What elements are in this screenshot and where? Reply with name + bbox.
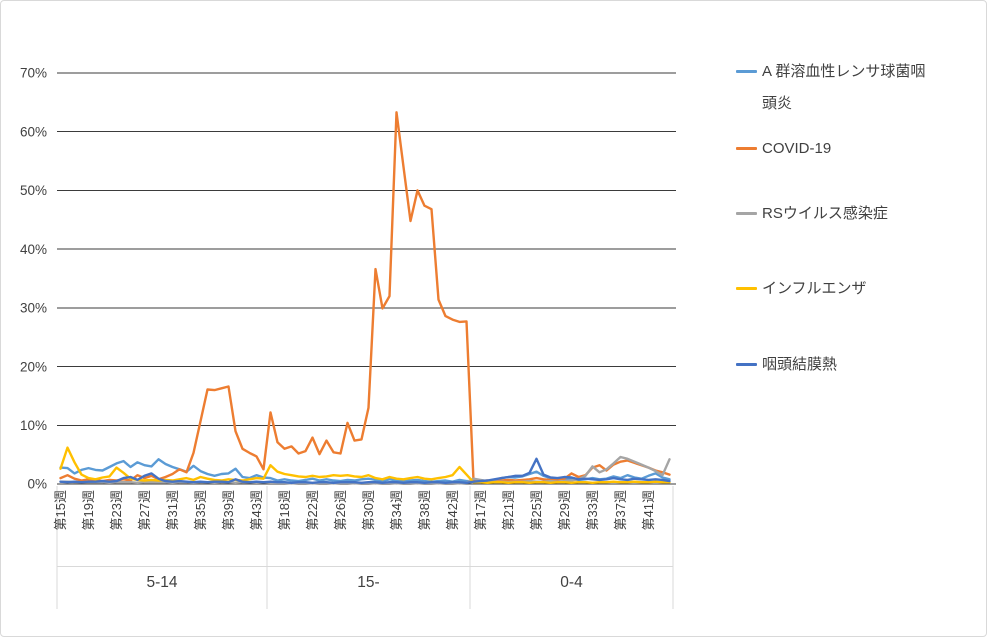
legend-item-intoketsumakunetsu[interactable]: 咽頭結膜熱: [736, 349, 940, 381]
y-tick-label: 60%: [20, 124, 47, 139]
x-tick-label: 第37週: [613, 490, 628, 530]
y-tick-label: 40%: [20, 242, 47, 257]
y-axis-labels: 0% 10% 20% 30% 40% 50% 60% 70%: [20, 66, 47, 492]
legend-label: A 群溶血性レンサ球菌咽頭炎: [762, 63, 926, 112]
x-tick-label: 第15週: [53, 490, 68, 530]
legend-line-swatch: [736, 147, 757, 150]
y-tick-label: 10%: [20, 418, 47, 433]
group-labels: 5-14 15- 0-4: [146, 574, 583, 591]
y-tick-label: 0%: [27, 477, 47, 492]
x-tick-label: 第41週: [641, 490, 656, 530]
x-tick-label: 第17週: [473, 490, 488, 530]
x-tick-label: 第39週: [221, 490, 236, 530]
x-tick-label: 第38週: [417, 490, 432, 530]
legend-line-swatch: [736, 70, 757, 73]
x-tick-label: 第33週: [585, 490, 600, 530]
group-label: 15-: [357, 574, 379, 591]
legend-item-a-gun-yoketsusei[interactable]: A 群溶血性レンサ球菌咽頭炎: [736, 56, 940, 120]
legend-line-swatch: [736, 212, 757, 215]
legend-line-swatch: [736, 363, 757, 366]
legend-item-influenza[interactable]: インフルエンザ: [736, 273, 940, 305]
legend-label: COVID-19: [762, 140, 832, 157]
legend-label: 咽頭結膜熱: [762, 356, 838, 373]
legend-item-covid-19[interactable]: COVID-19: [736, 133, 940, 165]
y-tick-label: 20%: [20, 359, 47, 374]
x-tick-label: 第22週: [305, 490, 320, 530]
x-tick-label: 第25週: [529, 490, 544, 530]
group-label: 0-4: [560, 574, 583, 591]
x-tick-label: 第35週: [193, 490, 208, 530]
x-tick-label: 第42週: [445, 490, 460, 530]
x-tick-label: 第18週: [277, 490, 292, 530]
series-line-4[interactable]: [59, 457, 671, 484]
x-tick-label: 第34週: [389, 490, 404, 530]
x-tick-label: 第30週: [361, 490, 376, 530]
x-axis-labels: 第15週 第19週 第23週 第27週 第31週 第35週 第39週 第43週 第18週 第22週…: [53, 490, 656, 530]
group-label: 5-14: [146, 574, 177, 591]
x-tick-label: 第21週: [501, 490, 516, 530]
x-tick-label: 第27週: [137, 490, 152, 530]
axis-separators: [56, 486, 674, 609]
gridlines: [57, 72, 676, 485]
x-tick-label: 第26週: [333, 490, 348, 530]
series-lines: [59, 111, 671, 485]
x-tick-label: 第29週: [557, 490, 572, 530]
y-tick-label: 70%: [20, 66, 47, 81]
legend-line-swatch: [736, 287, 757, 290]
x-tick-label: 第23週: [109, 490, 124, 530]
legend-label: インフルエンザ: [762, 280, 867, 297]
series-line-0[interactable]: [59, 458, 671, 483]
x-tick-label: 第43週: [249, 490, 264, 530]
legend-item-rs-virus[interactable]: RSウイルス感染症: [736, 198, 940, 230]
y-tick-label: 50%: [20, 183, 47, 198]
x-tick-label: 第31週: [165, 490, 180, 530]
legend-label: RSウイルス感染症: [762, 205, 888, 222]
x-tick-label: 第19週: [81, 490, 96, 530]
legend: A 群溶血性レンサ球菌咽頭炎 COVID-19 RSウイルス感染症 インフルエン…: [736, 1, 986, 636]
y-tick-label: 30%: [20, 301, 47, 316]
